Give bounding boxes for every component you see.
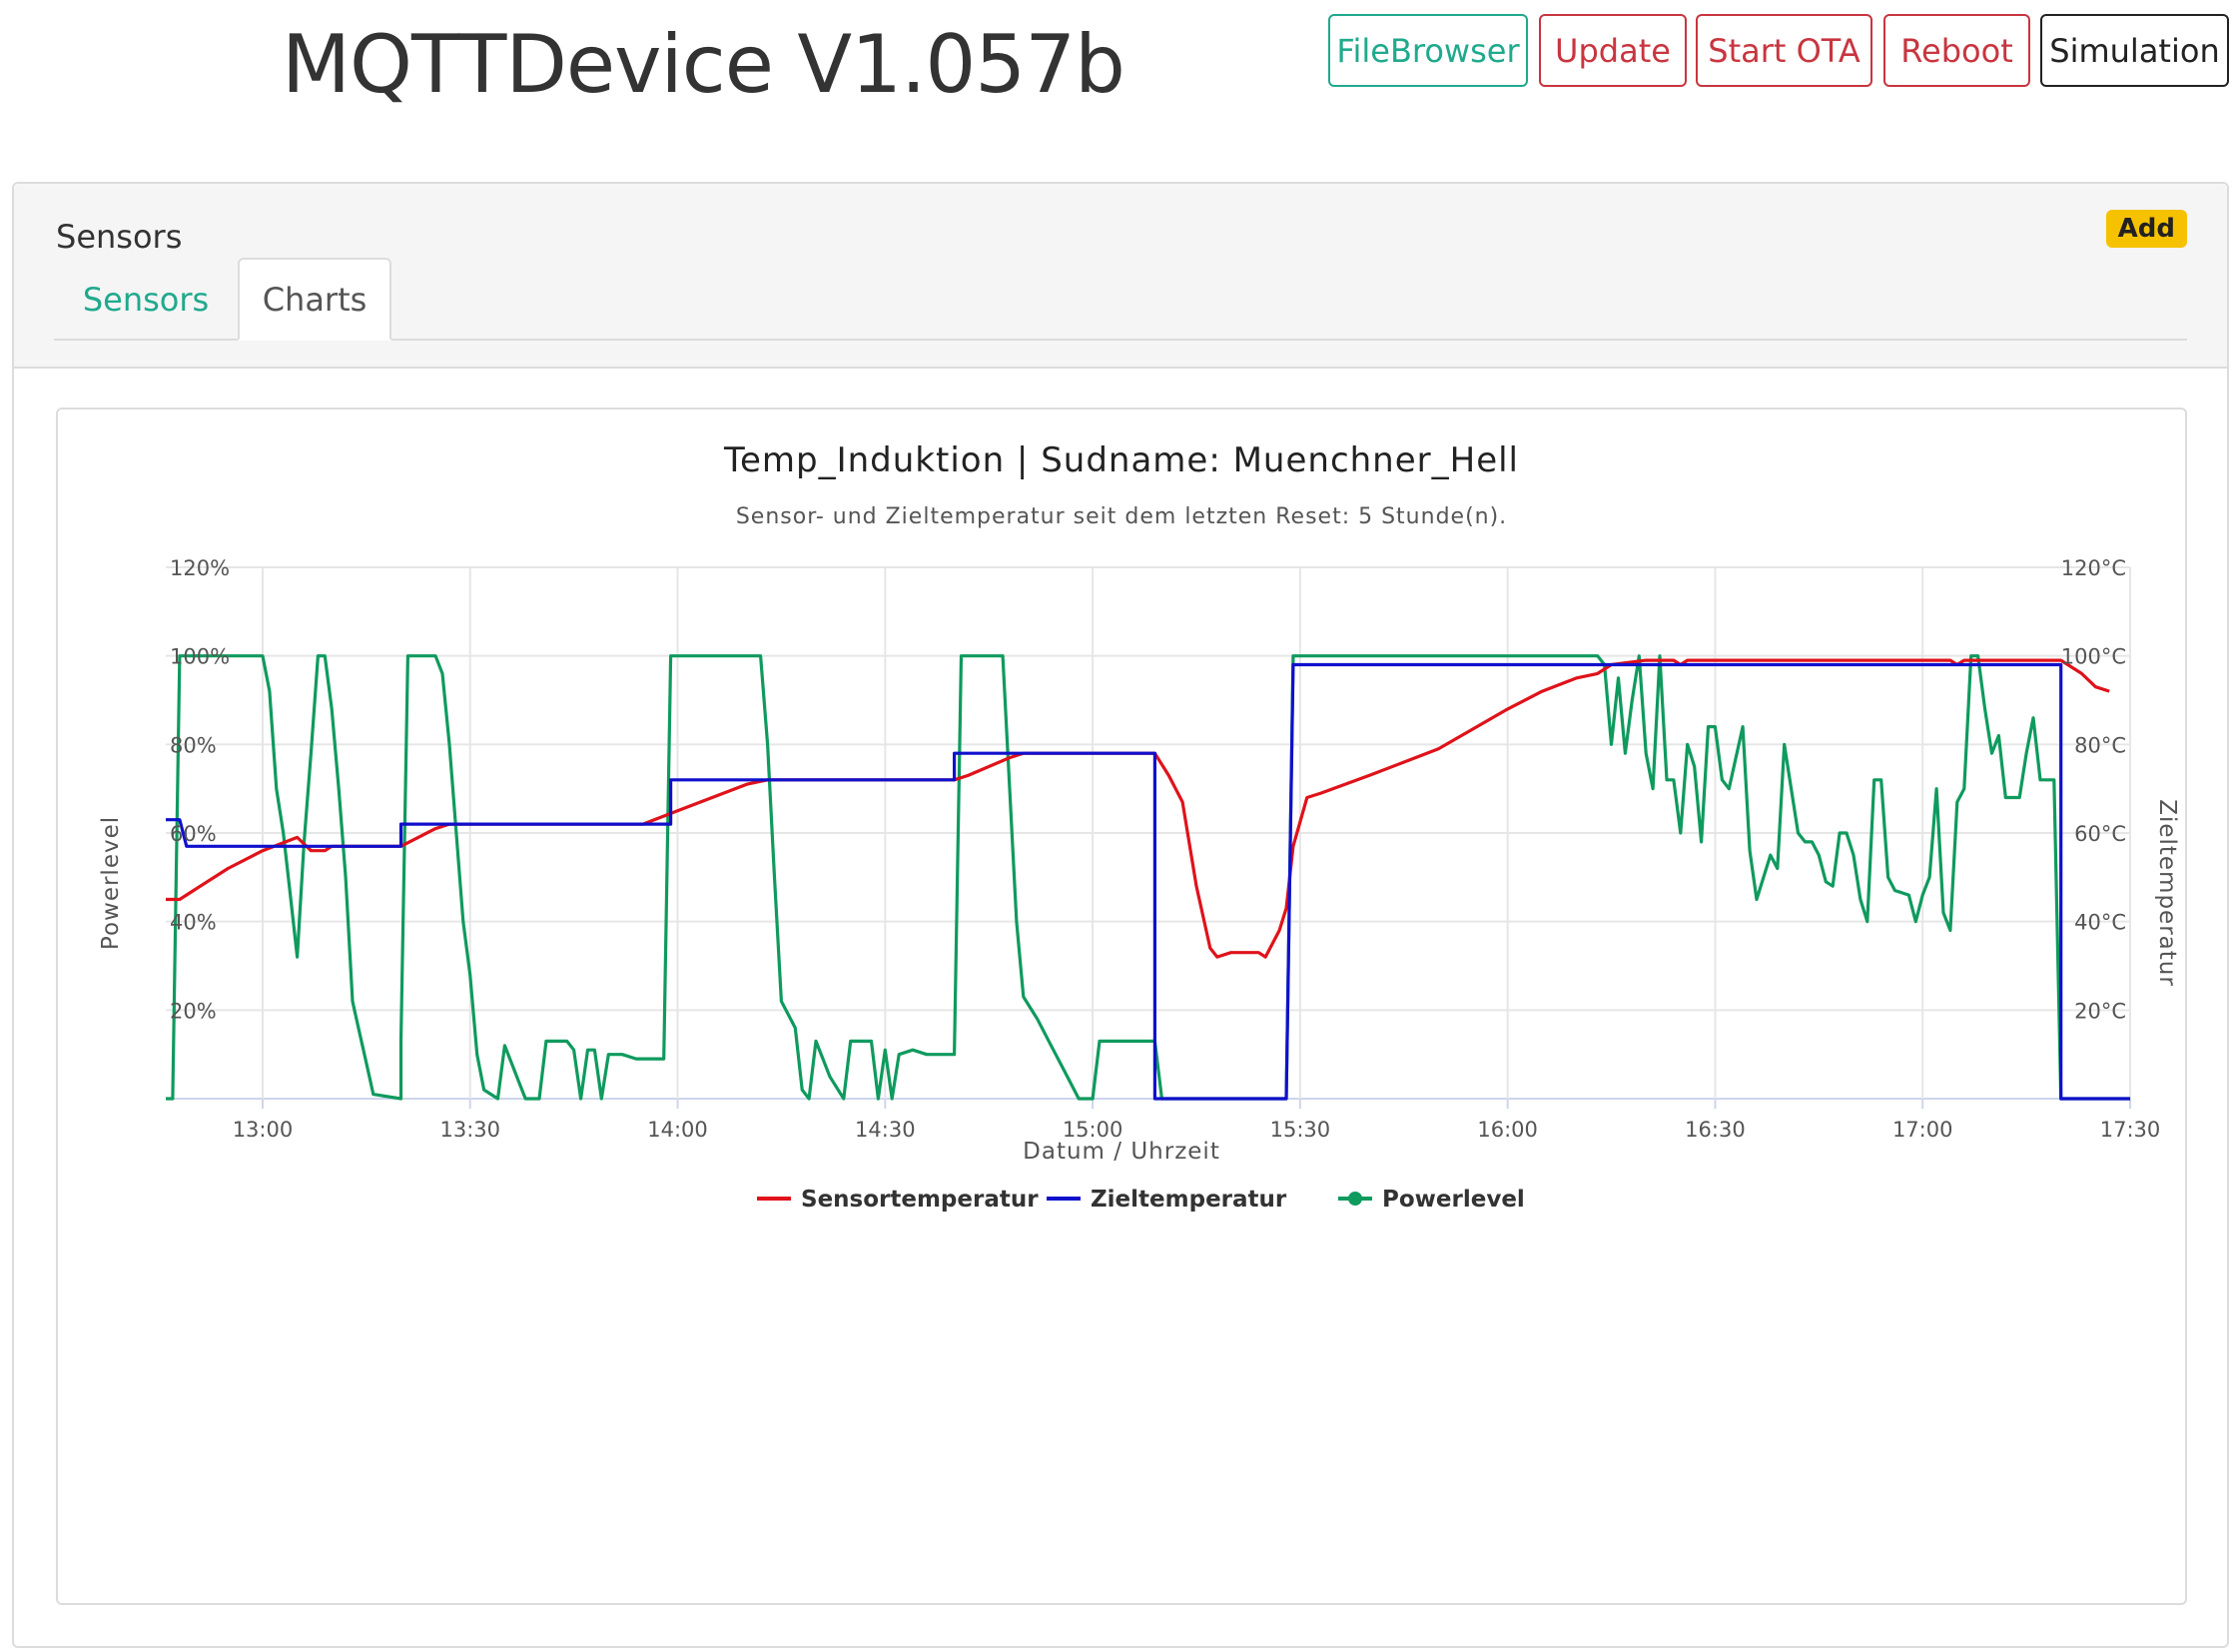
x-tick-label: 16:30 <box>1685 1118 1746 1142</box>
x-axis-label: Datum / Uhrzeit <box>1023 1139 1220 1165</box>
x-tick-label: 17:30 <box>2100 1118 2161 1142</box>
x-tick-label: 14:00 <box>647 1118 708 1142</box>
simulation-button[interactable]: Simulation <box>2040 14 2229 87</box>
y-tick-label-left: 40% <box>170 911 217 935</box>
y-tick-label-right: 100°C <box>2061 645 2126 669</box>
chart-container: Temp_Induktion | Sudname: Muenchner_Hell… <box>56 408 2187 1605</box>
reboot-button[interactable]: Reboot <box>1883 14 2030 87</box>
x-tick-label: 16:00 <box>1477 1118 1538 1142</box>
y-tick-label-left: 80% <box>170 733 217 757</box>
page-title: MQTTDevice V1.057b <box>282 18 1125 111</box>
legend-item-zieltemperatur[interactable]: Zieltemperatur <box>1047 1187 1287 1213</box>
y-tick-label-left: 100% <box>170 645 230 669</box>
legend-marker <box>1348 1192 1362 1206</box>
legend-label: Zieltemperatur <box>1091 1187 1287 1213</box>
y-axis-label-right: Zieltemperatur <box>2154 799 2180 987</box>
start-ota-button[interactable]: Start OTA <box>1696 14 1872 87</box>
card-header: Sensors Add Sensors Charts <box>14 184 2227 369</box>
y-tick-label-right: 60°C <box>2074 822 2126 846</box>
legend-item-powerlevel[interactable]: Powerlevel <box>1338 1187 1525 1213</box>
chart-subtitle: Sensor- und Zieltemperatur seit dem letz… <box>736 504 1507 529</box>
y-tick-label-left: 60% <box>170 822 217 846</box>
series-line-zieltemperatur <box>166 662 2130 1101</box>
y-axis-label-left: Powerlevel <box>98 816 124 950</box>
x-tick-label: 13:30 <box>439 1118 500 1142</box>
x-tick-label: 15:30 <box>1270 1118 1331 1142</box>
y-tick-label-left: 20% <box>170 999 217 1023</box>
y-tick-label-right: 120°C <box>2061 556 2126 580</box>
card-title: Sensors <box>56 218 183 256</box>
sensors-card: Sensors Add Sensors Charts Temp_Induktio… <box>12 182 2229 1648</box>
update-button[interactable]: Update <box>1539 14 1687 87</box>
tab-sensors[interactable]: Sensors <box>82 280 210 319</box>
x-tick-label: 14:30 <box>855 1118 916 1142</box>
x-tick-label: 15:00 <box>1063 1118 1123 1142</box>
tabs-divider <box>54 339 2187 341</box>
x-tick-label: 13:00 <box>233 1118 294 1142</box>
y-tick-label-left: 120% <box>170 556 230 580</box>
y-tick-label-right: 80°C <box>2074 733 2126 757</box>
y-tick-label-right: 40°C <box>2074 911 2126 935</box>
y-tick-label-right: 20°C <box>2074 999 2126 1023</box>
add-button[interactable]: Add <box>2105 210 2187 248</box>
series-line-powerlevel <box>166 654 2130 1101</box>
tab-charts[interactable]: Charts <box>238 258 391 341</box>
temperature-chart: Temp_Induktion | Sudname: Muenchner_Hell… <box>98 440 2180 1213</box>
x-tick-label: 17:00 <box>1892 1118 1953 1142</box>
legend-label: Sensortemperatur <box>801 1187 1039 1213</box>
series-line-sensortemperatur <box>166 658 2110 959</box>
chart-title: Temp_Induktion | Sudname: Muenchner_Hell <box>723 440 1519 480</box>
legend-item-sensortemperatur[interactable]: Sensortemperatur <box>757 1187 1039 1213</box>
filebrowser-button[interactable]: FileBrowser <box>1328 14 1528 87</box>
legend-label: Powerlevel <box>1382 1187 1525 1213</box>
